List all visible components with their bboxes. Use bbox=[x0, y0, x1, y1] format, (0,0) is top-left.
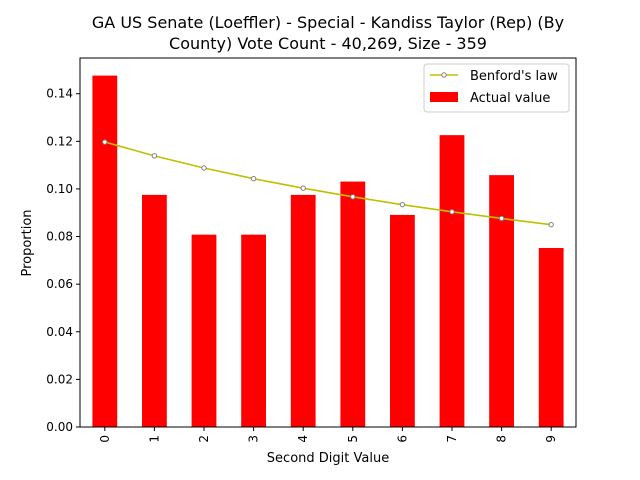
benford-line-layer bbox=[102, 139, 554, 228]
bar-digit-5 bbox=[340, 181, 366, 427]
x-tick-label: 4 bbox=[296, 435, 310, 443]
bar-digit-8 bbox=[489, 175, 514, 427]
benford-point-digit-7 bbox=[449, 209, 455, 215]
y-tick-label: 0.00 bbox=[46, 420, 73, 434]
x-tick-label: 7 bbox=[445, 435, 459, 443]
bar-digit-3 bbox=[241, 234, 266, 427]
chart-title-line-2: County) Vote Count - 40,269, Size - 359 bbox=[169, 34, 487, 53]
benford-point-digit-8 bbox=[498, 215, 505, 222]
benford-point-digit-0 bbox=[102, 139, 108, 145]
bar-digit-2 bbox=[191, 234, 217, 427]
x-tick-label: 3 bbox=[247, 435, 261, 443]
y-tick-label: 0.06 bbox=[46, 277, 73, 291]
y-tick-label: 0.04 bbox=[46, 325, 73, 339]
benford-line bbox=[104, 141, 552, 226]
bar-digit-1 bbox=[142, 194, 167, 427]
x-tick-label: 5 bbox=[346, 435, 360, 443]
benford-point-digit-2 bbox=[201, 165, 207, 171]
bar-digit-4 bbox=[290, 194, 316, 427]
legend-actual-label: Actual value bbox=[470, 91, 550, 106]
x-ticks-layer: 0 1 2 3 4 5 6 7 8 9 bbox=[98, 427, 558, 443]
x-tick-label: 8 bbox=[495, 435, 509, 443]
x-tick-label: 1 bbox=[147, 435, 161, 443]
benford-point-digit-5 bbox=[350, 194, 356, 200]
y-tick-label: 0.10 bbox=[46, 182, 73, 196]
bar-digit-7 bbox=[439, 135, 465, 427]
benford-point-digit-9 bbox=[548, 221, 554, 228]
chart-title-line-1: GA US Senate (Loeffler) - Special - Kand… bbox=[92, 13, 564, 32]
legend-benford-label: Benford's law bbox=[470, 69, 558, 84]
plot-area-frame bbox=[79, 57, 577, 428]
benford-point-digit-6 bbox=[399, 201, 406, 208]
legend-actual-bar-swatch bbox=[430, 92, 458, 102]
bars-layer bbox=[92, 75, 564, 428]
y-tick-label: 0.08 bbox=[46, 230, 73, 244]
x-tick-label: 9 bbox=[544, 435, 558, 443]
y-tick-label: 0.02 bbox=[46, 372, 73, 386]
y-axis-label: Proportion bbox=[20, 209, 35, 276]
benford-point-digit-1 bbox=[151, 153, 158, 159]
x-tick-label: 2 bbox=[197, 435, 211, 443]
y-tick-label: 0.12 bbox=[46, 134, 73, 148]
x-axis-label: Second Digit Value bbox=[267, 451, 389, 466]
y-tick-label: 0.14 bbox=[46, 87, 73, 101]
bar-digit-6 bbox=[390, 214, 415, 427]
bar-digit-0 bbox=[92, 75, 118, 428]
x-tick-label: 6 bbox=[395, 435, 409, 443]
legend: Benford's law Actual value bbox=[423, 63, 570, 113]
legend-box bbox=[423, 63, 570, 113]
benford-point-digit-4 bbox=[300, 185, 306, 191]
benford-point-digit-3 bbox=[250, 175, 257, 182]
legend-benford-marker bbox=[441, 72, 447, 78]
x-tick-label: 0 bbox=[98, 435, 112, 443]
bar-digit-9 bbox=[538, 247, 564, 427]
y-ticks-layer: 0.00 0.02 0.04 0.06 0.08 0.10 0.12 0.14 bbox=[46, 87, 80, 434]
